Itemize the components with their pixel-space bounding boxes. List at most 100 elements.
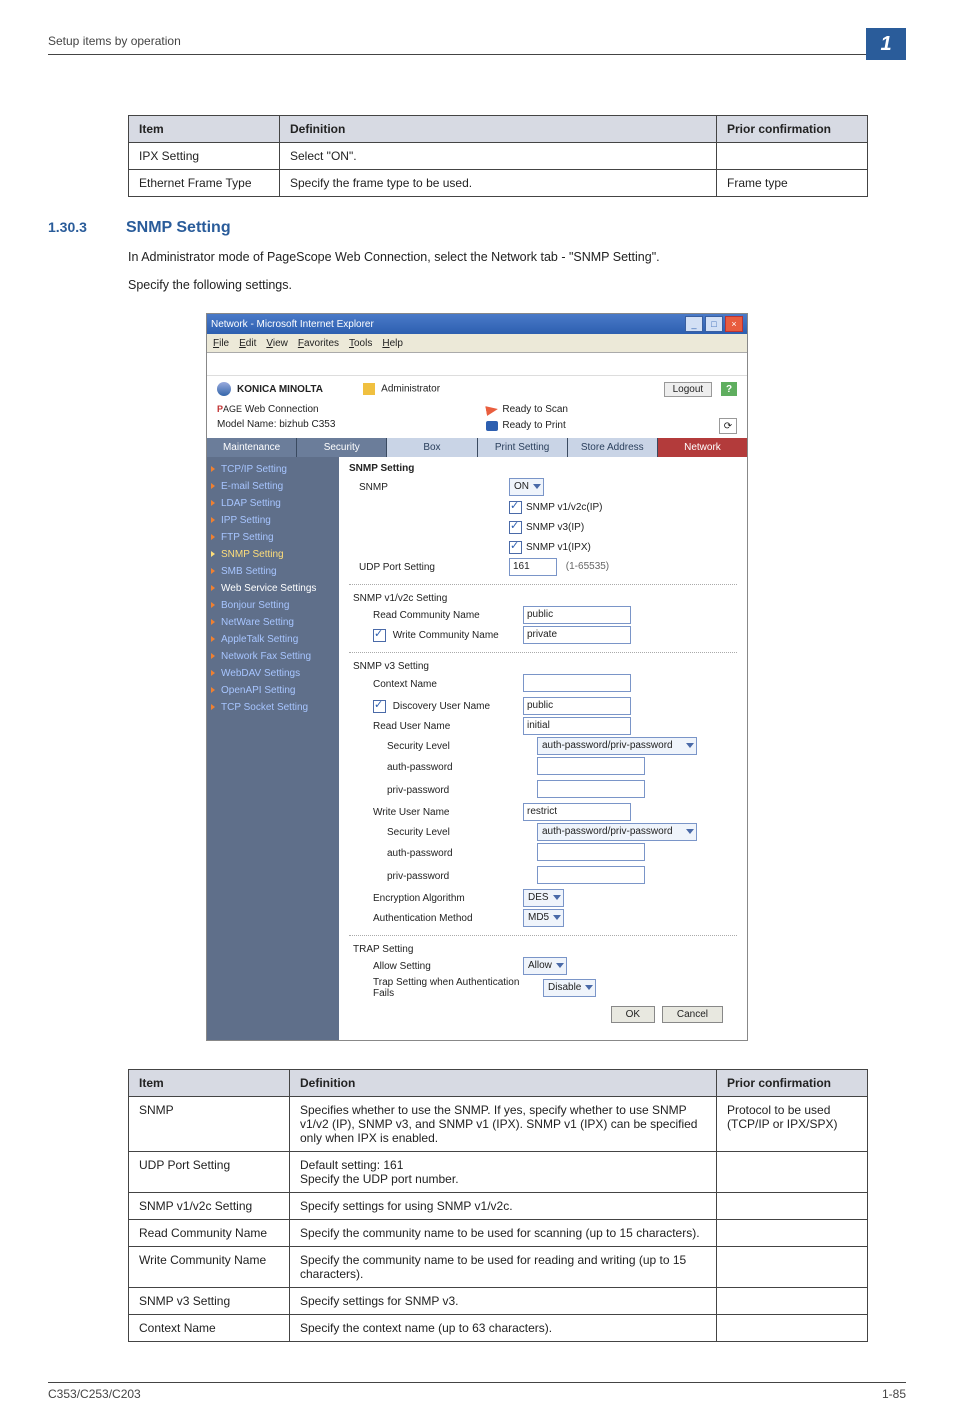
window-close-button[interactable]: × [725, 316, 743, 332]
sidebar-item-label: AppleTalk Setting [221, 634, 298, 645]
sidebar-item-openapi-setting[interactable]: OpenAPI Setting [207, 682, 339, 699]
table-cell: Specify the community name to be used fo… [290, 1220, 717, 1247]
snmp-version-checkbox[interactable] [509, 541, 522, 554]
udp-port-range: (1-65535) [566, 561, 609, 572]
table-row: Read Community NameSpecify the community… [129, 1220, 868, 1247]
sidebar-item-label: Network Fax Setting [221, 651, 311, 662]
help-icon[interactable]: ? [721, 382, 737, 396]
enc-alg-label: Encryption Algorithm [349, 893, 523, 904]
table-header: Prior confirmation [717, 1070, 868, 1097]
tab-print-setting[interactable]: Print Setting [478, 438, 568, 457]
chevron-right-icon [211, 585, 215, 591]
read-auth-pwd-input[interactable] [537, 757, 645, 775]
udp-port-input[interactable]: 161 [509, 558, 557, 576]
read-auth-pwd-label: auth-password [349, 762, 537, 773]
table-cell: Select "ON". [280, 143, 717, 170]
tab-box[interactable]: Box [387, 438, 477, 457]
sidebar-item-tcp-socket-setting[interactable]: TCP Socket Setting [207, 699, 339, 716]
sidebar-item-web-service-settings[interactable]: Web Service Settings [207, 580, 339, 597]
trap-fail-select[interactable]: Disable [543, 979, 596, 997]
sidebar-item-bonjour-setting[interactable]: Bonjour Setting [207, 597, 339, 614]
table-header: Item [129, 116, 280, 143]
table-cell [717, 1220, 868, 1247]
sidebar-item-tcp-ip-setting[interactable]: TCP/IP Setting [207, 461, 339, 478]
table-cell [717, 1193, 868, 1220]
refresh-icon[interactable]: ⟳ [719, 418, 737, 434]
discovery-user-input[interactable]: public [523, 697, 631, 715]
browser-menubar: File Edit View Favorites Tools Help [207, 334, 747, 353]
write-user-input[interactable]: restrict [523, 803, 631, 821]
menubar-item[interactable]: Favorites [298, 338, 339, 349]
sidebar-item-e-mail-setting[interactable]: E-mail Setting [207, 478, 339, 495]
sidebar-item-label: Bonjour Setting [221, 600, 289, 611]
tab-network[interactable]: Network [658, 438, 747, 457]
tab-maintenance[interactable]: Maintenance [207, 438, 297, 457]
menubar-item[interactable]: Tools [349, 338, 372, 349]
konica-logo-icon [217, 382, 231, 396]
snmp-field-label: SNMP [349, 482, 509, 493]
menubar-item[interactable]: View [266, 338, 288, 349]
auth-method-label: Authentication Method [349, 913, 523, 924]
discovery-user-label: Discovery User Name [393, 701, 490, 712]
write-sec-level-select[interactable]: auth-password/priv-password [537, 823, 697, 841]
snmp-version-checkbox[interactable] [509, 501, 522, 514]
brand-text: KONICA MINOLTA [237, 384, 323, 395]
chevron-right-icon [211, 636, 215, 642]
table-header: Definition [280, 116, 717, 143]
context-name-input[interactable] [523, 674, 631, 692]
table-cell: Write Community Name [129, 1247, 290, 1288]
table-row: Write Community NameSpecify the communit… [129, 1247, 868, 1288]
table-row: UDP Port SettingDefault setting: 161 Spe… [129, 1152, 868, 1193]
snmp-version-checkbox[interactable] [509, 521, 522, 534]
sidebar-item-netware-setting[interactable]: NetWare Setting [207, 614, 339, 631]
table-cell: UDP Port Setting [129, 1152, 290, 1193]
footer-left: C353/C253/C203 [48, 1387, 141, 1401]
discovery-user-checkbox[interactable] [373, 700, 386, 713]
window-min-button[interactable]: _ [685, 316, 703, 332]
sidebar-item-appletalk-setting[interactable]: AppleTalk Setting [207, 631, 339, 648]
read-community-label: Read Community Name [349, 610, 523, 621]
section-para1: In Administrator mode of PageScope Web C… [128, 247, 906, 267]
menubar-item[interactable]: File [213, 338, 229, 349]
read-priv-pwd-input[interactable] [537, 780, 645, 798]
table-cell: IPX Setting [129, 143, 280, 170]
ok-button[interactable]: OK [611, 1006, 655, 1023]
sidebar-item-label: LDAP Setting [221, 498, 281, 509]
write-community-checkbox[interactable] [373, 629, 386, 642]
read-user-input[interactable]: initial [523, 717, 631, 735]
menubar-item[interactable]: Edit [239, 338, 256, 349]
tab-store-address[interactable]: Store Address [568, 438, 658, 457]
sidebar-item-snmp-setting[interactable]: SNMP Setting [207, 546, 339, 563]
table-row: IPX SettingSelect "ON". [129, 143, 868, 170]
chevron-right-icon [211, 653, 215, 659]
write-auth-pwd-label: auth-password [349, 848, 537, 859]
cancel-button[interactable]: Cancel [662, 1006, 723, 1023]
snmp-version-label: SNMP v1(IPX) [526, 542, 591, 553]
sidebar-item-ipp-setting[interactable]: IPP Setting [207, 512, 339, 529]
sidebar-item-smb-setting[interactable]: SMB Setting [207, 563, 339, 580]
sidebar-item-webdav-settings[interactable]: WebDAV Settings [207, 665, 339, 682]
sidebar-item-ldap-setting[interactable]: LDAP Setting [207, 495, 339, 512]
udp-port-label: UDP Port Setting [349, 562, 509, 573]
chevron-right-icon [211, 568, 215, 574]
menubar-item[interactable]: Help [382, 338, 403, 349]
sidebar-item-label: NetWare Setting [221, 617, 294, 628]
enc-alg-select[interactable]: DES [523, 889, 564, 907]
sidebar-item-network-fax-setting[interactable]: Network Fax Setting [207, 648, 339, 665]
table-cell: Read Community Name [129, 1220, 290, 1247]
allow-setting-select[interactable]: Allow [523, 957, 567, 975]
auth-method-select[interactable]: MD5 [523, 909, 564, 927]
sidebar-item-label: FTP Setting [221, 532, 274, 543]
read-sec-level-select[interactable]: auth-password/priv-password [537, 737, 697, 755]
write-auth-pwd-input[interactable] [537, 843, 645, 861]
snmp-select[interactable]: ON [509, 478, 544, 496]
sidebar-item-ftp-setting[interactable]: FTP Setting [207, 529, 339, 546]
chevron-right-icon [211, 466, 215, 472]
tab-security[interactable]: Security [297, 438, 387, 457]
write-community-input[interactable]: private [523, 626, 631, 644]
write-priv-pwd-input[interactable] [537, 866, 645, 884]
read-community-input[interactable]: public [523, 606, 631, 624]
logout-button[interactable]: Logout [664, 382, 713, 397]
table-header: Definition [290, 1070, 717, 1097]
window-max-button[interactable]: □ [705, 316, 723, 332]
